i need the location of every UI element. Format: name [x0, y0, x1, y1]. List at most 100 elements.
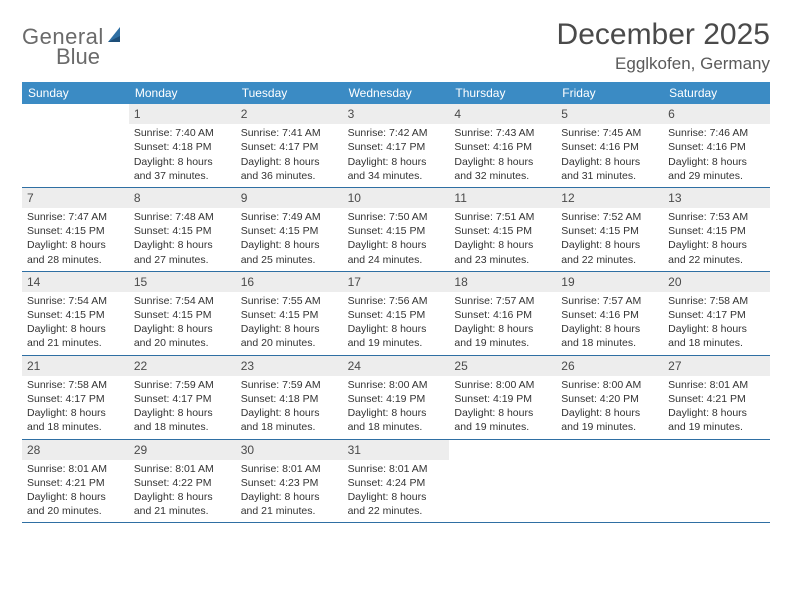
sunset-text: Sunset: 4:17 PM — [348, 140, 445, 154]
day-number: 28 — [22, 440, 129, 460]
day-12: 12Sunrise: 7:52 AMSunset: 4:15 PMDayligh… — [556, 188, 663, 271]
sunset-text: Sunset: 4:19 PM — [454, 392, 551, 406]
daylight-text: Daylight: 8 hours and 18 minutes. — [561, 322, 658, 350]
day-23: 23Sunrise: 7:59 AMSunset: 4:18 PMDayligh… — [236, 356, 343, 439]
weekday-friday: Friday — [556, 82, 663, 104]
day-6: 6Sunrise: 7:46 AMSunset: 4:16 PMDaylight… — [663, 104, 770, 187]
sunrise-text: Sunrise: 7:47 AM — [27, 210, 124, 224]
empty-day: . — [663, 440, 770, 523]
day-body: Sunrise: 7:48 AMSunset: 4:15 PMDaylight:… — [129, 208, 236, 271]
sunset-text: Sunset: 4:15 PM — [454, 224, 551, 238]
sunrise-text: Sunrise: 7:56 AM — [348, 294, 445, 308]
day-25: 25Sunrise: 8:00 AMSunset: 4:19 PMDayligh… — [449, 356, 556, 439]
day-9: 9Sunrise: 7:49 AMSunset: 4:15 PMDaylight… — [236, 188, 343, 271]
daylight-text: Daylight: 8 hours and 28 minutes. — [27, 238, 124, 266]
daylight-text: Daylight: 8 hours and 18 minutes. — [27, 406, 124, 434]
daylight-text: Daylight: 8 hours and 18 minutes. — [668, 322, 765, 350]
day-body: Sunrise: 7:55 AMSunset: 4:15 PMDaylight:… — [236, 292, 343, 355]
day-number: 17 — [343, 272, 450, 292]
sunrise-text: Sunrise: 8:00 AM — [561, 378, 658, 392]
sunset-text: Sunset: 4:19 PM — [348, 392, 445, 406]
daylight-text: Daylight: 8 hours and 21 minutes. — [134, 490, 231, 518]
day-body: Sunrise: 7:59 AMSunset: 4:18 PMDaylight:… — [236, 376, 343, 439]
day-14: 14Sunrise: 7:54 AMSunset: 4:15 PMDayligh… — [22, 272, 129, 355]
day-2: 2Sunrise: 7:41 AMSunset: 4:17 PMDaylight… — [236, 104, 343, 187]
day-number: 19 — [556, 272, 663, 292]
day-15: 15Sunrise: 7:54 AMSunset: 4:15 PMDayligh… — [129, 272, 236, 355]
sunset-text: Sunset: 4:15 PM — [668, 224, 765, 238]
day-20: 20Sunrise: 7:58 AMSunset: 4:17 PMDayligh… — [663, 272, 770, 355]
day-body: Sunrise: 7:56 AMSunset: 4:15 PMDaylight:… — [343, 292, 450, 355]
sunset-text: Sunset: 4:15 PM — [348, 224, 445, 238]
sunset-text: Sunset: 4:18 PM — [241, 392, 338, 406]
daylight-text: Daylight: 8 hours and 20 minutes. — [134, 322, 231, 350]
day-number: 25 — [449, 356, 556, 376]
sunrise-text: Sunrise: 8:01 AM — [348, 462, 445, 476]
day-5: 5Sunrise: 7:45 AMSunset: 4:16 PMDaylight… — [556, 104, 663, 187]
sunrise-text: Sunrise: 7:57 AM — [454, 294, 551, 308]
day-body: Sunrise: 8:00 AMSunset: 4:19 PMDaylight:… — [343, 376, 450, 439]
weekday-wednesday: Wednesday — [343, 82, 450, 104]
weekday-monday: Monday — [129, 82, 236, 104]
day-31: 31Sunrise: 8:01 AMSunset: 4:24 PMDayligh… — [343, 440, 450, 523]
weekday-saturday: Saturday — [663, 82, 770, 104]
daylight-text: Daylight: 8 hours and 32 minutes. — [454, 155, 551, 183]
day-number: 1 — [129, 104, 236, 124]
daylight-text: Daylight: 8 hours and 19 minutes. — [668, 406, 765, 434]
day-number: 24 — [343, 356, 450, 376]
sunset-text: Sunset: 4:16 PM — [454, 140, 551, 154]
sunset-text: Sunset: 4:17 PM — [27, 392, 124, 406]
day-number: 20 — [663, 272, 770, 292]
sunrise-text: Sunrise: 7:49 AM — [241, 210, 338, 224]
logo-text-2: Blue — [56, 44, 100, 70]
sunrise-text: Sunrise: 7:57 AM — [561, 294, 658, 308]
weekday-tuesday: Tuesday — [236, 82, 343, 104]
daylight-text: Daylight: 8 hours and 20 minutes. — [241, 322, 338, 350]
day-26: 26Sunrise: 8:00 AMSunset: 4:20 PMDayligh… — [556, 356, 663, 439]
day-27: 27Sunrise: 8:01 AMSunset: 4:21 PMDayligh… — [663, 356, 770, 439]
day-body: Sunrise: 7:42 AMSunset: 4:17 PMDaylight:… — [343, 124, 450, 187]
sunrise-text: Sunrise: 7:59 AM — [134, 378, 231, 392]
daylight-text: Daylight: 8 hours and 19 minutes. — [454, 322, 551, 350]
weeks-container: .1Sunrise: 7:40 AMSunset: 4:18 PMDayligh… — [22, 104, 770, 523]
calendar: SundayMondayTuesdayWednesdayThursdayFrid… — [22, 82, 770, 523]
day-body: Sunrise: 7:43 AMSunset: 4:16 PMDaylight:… — [449, 124, 556, 187]
day-body: Sunrise: 7:47 AMSunset: 4:15 PMDaylight:… — [22, 208, 129, 271]
day-body: Sunrise: 7:45 AMSunset: 4:16 PMDaylight:… — [556, 124, 663, 187]
daylight-text: Daylight: 8 hours and 19 minutes. — [561, 406, 658, 434]
day-number: 16 — [236, 272, 343, 292]
daylight-text: Daylight: 8 hours and 18 minutes. — [134, 406, 231, 434]
day-body: Sunrise: 8:01 AMSunset: 4:21 PMDaylight:… — [22, 460, 129, 523]
day-body: Sunrise: 7:58 AMSunset: 4:17 PMDaylight:… — [22, 376, 129, 439]
sunset-text: Sunset: 4:15 PM — [241, 224, 338, 238]
sunset-text: Sunset: 4:16 PM — [561, 140, 658, 154]
day-4: 4Sunrise: 7:43 AMSunset: 4:16 PMDaylight… — [449, 104, 556, 187]
daylight-text: Daylight: 8 hours and 22 minutes. — [348, 490, 445, 518]
day-body: Sunrise: 7:41 AMSunset: 4:17 PMDaylight:… — [236, 124, 343, 187]
day-number: 30 — [236, 440, 343, 460]
sunrise-text: Sunrise: 7:45 AM — [561, 126, 658, 140]
daylight-text: Daylight: 8 hours and 18 minutes. — [241, 406, 338, 434]
day-number: 21 — [22, 356, 129, 376]
sunrise-text: Sunrise: 7:42 AM — [348, 126, 445, 140]
sunset-text: Sunset: 4:15 PM — [134, 308, 231, 322]
daylight-text: Daylight: 8 hours and 27 minutes. — [134, 238, 231, 266]
daylight-text: Daylight: 8 hours and 22 minutes. — [561, 238, 658, 266]
sunset-text: Sunset: 4:21 PM — [27, 476, 124, 490]
day-body: Sunrise: 8:01 AMSunset: 4:24 PMDaylight:… — [343, 460, 450, 523]
sunset-text: Sunset: 4:15 PM — [27, 224, 124, 238]
empty-day: . — [22, 104, 129, 187]
day-body: Sunrise: 7:53 AMSunset: 4:15 PMDaylight:… — [663, 208, 770, 271]
empty-day: . — [449, 440, 556, 523]
day-number: 11 — [449, 188, 556, 208]
day-body: Sunrise: 7:51 AMSunset: 4:15 PMDaylight:… — [449, 208, 556, 271]
day-16: 16Sunrise: 7:55 AMSunset: 4:15 PMDayligh… — [236, 272, 343, 355]
sunset-text: Sunset: 4:15 PM — [348, 308, 445, 322]
day-number: 31 — [343, 440, 450, 460]
daylight-text: Daylight: 8 hours and 23 minutes. — [454, 238, 551, 266]
sunrise-text: Sunrise: 8:01 AM — [241, 462, 338, 476]
sunrise-text: Sunrise: 7:58 AM — [27, 378, 124, 392]
day-body: Sunrise: 8:00 AMSunset: 4:20 PMDaylight:… — [556, 376, 663, 439]
week-row: 28Sunrise: 8:01 AMSunset: 4:21 PMDayligh… — [22, 440, 770, 524]
day-7: 7Sunrise: 7:47 AMSunset: 4:15 PMDaylight… — [22, 188, 129, 271]
